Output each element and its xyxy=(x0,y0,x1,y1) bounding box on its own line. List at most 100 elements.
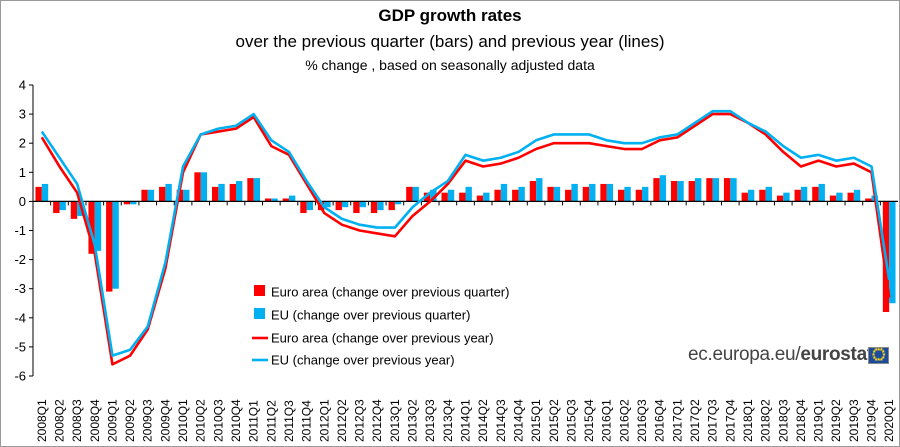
bar-eu-qoq xyxy=(853,189,861,202)
bar-euro-area-qoq xyxy=(494,189,501,202)
bar-eu-qoq xyxy=(130,201,137,205)
bar-euro-area-qoq xyxy=(547,186,554,202)
x-tick-label: 2016Q1 xyxy=(600,399,614,442)
chart-title: GDP growth rates xyxy=(378,6,522,25)
bar-eu-qoq xyxy=(377,201,384,211)
eu-flag-star: ★ xyxy=(876,346,881,353)
eu-flag-icon: ★ ★ ★ ★ ★ ★ ★ ★ ★ ★ ★ ★ xyxy=(868,347,889,364)
bar-euro-area-qoq xyxy=(847,192,854,202)
x-tick-label: 2010Q4 xyxy=(229,399,243,442)
bar-euro-area-qoq xyxy=(353,201,360,214)
bar-eu-qoq xyxy=(536,178,543,202)
y-tick-label: -2 xyxy=(14,252,26,267)
y-tick-label: 3 xyxy=(19,107,26,122)
bar-euro-area-qoq xyxy=(423,192,431,202)
legend: Euro area (change over previous quarter)… xyxy=(252,285,509,368)
x-tick-label: 2011Q1 xyxy=(247,400,261,442)
bar-eu-qoq xyxy=(112,201,119,289)
x-tick-label: 2019Q2 xyxy=(829,399,843,442)
x-tick-label: 2018Q3 xyxy=(776,399,790,442)
bar-euro-area-qoq xyxy=(776,195,784,202)
eu-flag-star: ★ xyxy=(873,347,879,354)
bar-eu-qoq xyxy=(236,181,243,202)
bar-euro-area-qoq xyxy=(529,181,537,202)
eu-flag-star: ★ xyxy=(879,356,884,363)
bar-euro-area-qoq xyxy=(794,189,801,202)
x-tick-label: 2013Q2 xyxy=(406,399,420,442)
bar-eu-qoq xyxy=(483,192,490,202)
bar-eu-qoq xyxy=(465,186,472,202)
bar-eu-qoq xyxy=(589,183,596,202)
x-tick-label: 2011Q3 xyxy=(282,400,296,442)
bar-eu-qoq xyxy=(800,186,808,202)
bar-euro-area-qoq xyxy=(441,192,448,202)
bar-eu-qoq xyxy=(747,189,755,202)
bar-euro-area-qoq xyxy=(812,186,819,202)
bar-eu-qoq xyxy=(783,192,790,202)
legend-swatch-euro-area-qoq xyxy=(254,285,265,296)
bar-eu-qoq xyxy=(712,178,719,202)
lines-layer xyxy=(40,109,891,366)
bar-eu-qoq xyxy=(659,175,667,202)
bar-eu-qoq xyxy=(306,201,313,211)
bar-euro-area-qoq xyxy=(741,192,748,202)
bar-eu-qoq xyxy=(183,189,190,202)
bar-eu-qoq xyxy=(571,183,578,202)
bar-eu-qoq xyxy=(288,195,296,202)
bar-eu-qoq xyxy=(818,183,825,202)
x-tick-label: 2014Q1 xyxy=(459,399,473,442)
bar-euro-area-qoq xyxy=(829,195,837,202)
bar-eu-qoq xyxy=(518,186,525,202)
eu-flag-star: ★ xyxy=(871,349,877,356)
bar-eu-qoq xyxy=(677,181,684,202)
bar-euro-area-qoq xyxy=(406,186,413,202)
bars-layer xyxy=(35,172,896,312)
bar-eu-qoq xyxy=(624,186,631,202)
source-credit[interactable]: ec.europa.eu/eurostat xyxy=(688,344,873,366)
bar-eu-qoq xyxy=(200,172,208,202)
bar-euro-area-qoq xyxy=(865,198,872,202)
chart-subtitle: over the previous quarter (bars) and pre… xyxy=(235,32,665,51)
bar-euro-area-qoq xyxy=(247,178,254,202)
x-tick-label: 2020Q1 xyxy=(882,399,896,442)
x-tick-label: 2015Q4 xyxy=(582,399,596,442)
x-tick-label: 2017Q2 xyxy=(688,399,702,442)
x-tick-label: 2008Q1 xyxy=(35,399,49,442)
bar-euro-area-qoq xyxy=(723,178,731,202)
y-tick-label: -5 xyxy=(14,339,26,354)
bar-euro-area-qoq xyxy=(335,201,342,211)
y-tick-label: -1 xyxy=(14,223,26,238)
bar-eu-qoq xyxy=(730,178,737,202)
bar-euro-area-qoq xyxy=(618,189,625,202)
bar-euro-area-qoq xyxy=(229,183,237,202)
eu-flag-star: ★ xyxy=(881,349,886,356)
x-tick-label: 2019Q3 xyxy=(847,399,861,442)
bar-euro-area-qoq xyxy=(600,183,607,202)
bar-eu-qoq xyxy=(324,201,331,208)
x-tick-label: 2017Q1 xyxy=(670,399,684,442)
y-tick-label: 2 xyxy=(19,136,26,151)
source-prefix: ec.europa.eu/ xyxy=(688,344,801,365)
y-tick-label: -6 xyxy=(14,369,26,384)
eu-flag-star: ★ xyxy=(876,357,881,364)
x-tick-label: 2008Q2 xyxy=(52,399,66,442)
eu-flag-star: ★ xyxy=(881,354,886,361)
bar-eu-qoq xyxy=(642,186,649,202)
bar-euro-area-qoq xyxy=(476,195,484,202)
legend-label: Euro area (change over previous year) xyxy=(271,331,494,346)
x-tick-label: 2009Q3 xyxy=(141,399,155,442)
chart-note: % change , based on seasonally adjusted … xyxy=(305,57,595,73)
bar-eu-qoq xyxy=(553,186,561,202)
bar-euro-area-qoq xyxy=(759,189,766,202)
x-tick-label: 2018Q1 xyxy=(741,399,755,442)
bar-eu-qoq xyxy=(430,189,437,202)
bar-euro-area-qoq xyxy=(635,189,643,202)
bar-euro-area-qoq xyxy=(670,181,678,202)
axes-layer: 4 3 2 1 0 -1 -2 -3 -4 -5 -6 2008Q1 2008Q2 2008Q3 2008Q… xyxy=(14,78,898,442)
x-tick-label: 2012Q2 xyxy=(335,399,349,442)
bar-euro-area-qoq xyxy=(565,189,572,202)
bar-eu-qoq xyxy=(59,201,66,211)
x-tick-label: 2010Q2 xyxy=(194,399,208,442)
eu-flag-star: ★ xyxy=(873,356,879,363)
